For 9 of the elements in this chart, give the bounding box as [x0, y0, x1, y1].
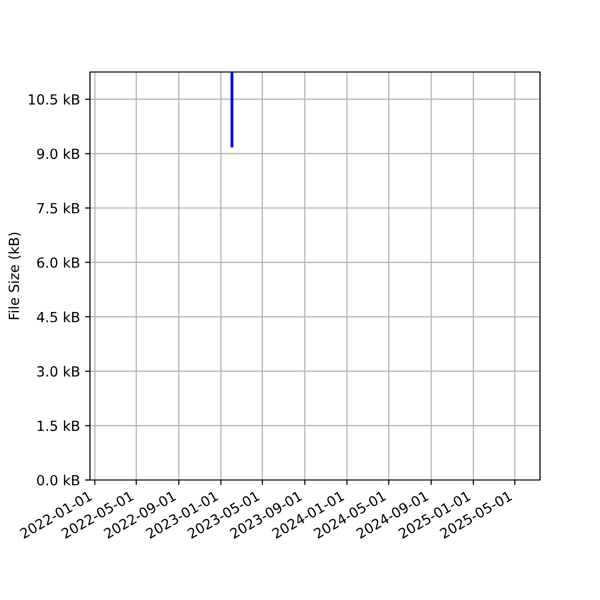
y-tick-label: 0.0 kB — [37, 474, 80, 486]
y-tick-label: 9.0 kB — [37, 148, 80, 160]
y-tick-label: 6.0 kB — [37, 257, 80, 268]
y-tick-label: 10.5 kB — [28, 94, 80, 105]
y-tick-label: 7.5 kB — [37, 202, 80, 214]
y-axis-title: File Size (kB) — [8, 232, 21, 320]
y-tick-label: 4.5 kB — [36, 312, 80, 322]
y-tick-label: 3.0 kB — [37, 366, 80, 377]
y-tick-label: 1.5 kB — [38, 420, 80, 432]
